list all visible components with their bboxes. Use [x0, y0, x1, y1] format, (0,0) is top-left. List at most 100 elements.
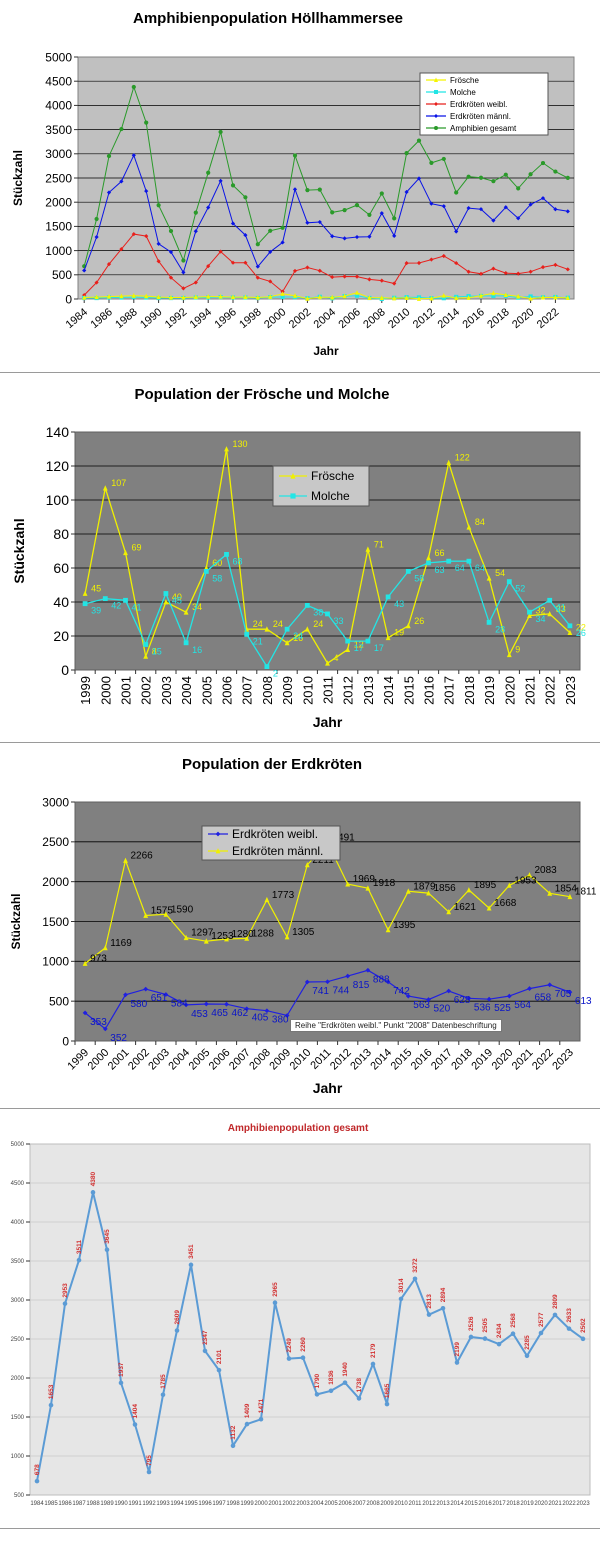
- divider: [0, 1108, 600, 1109]
- overview-point: [342, 208, 347, 213]
- overview-point: [144, 188, 149, 194]
- chart-total: Amphibienpopulation gesamt 500 1000 1500 200…: [11, 1123, 591, 1507]
- overview-point: [292, 187, 298, 192]
- x-tick-label: 2001: [106, 1047, 132, 1073]
- y-tick-label: 120: [46, 458, 70, 474]
- frogs-point: [486, 575, 492, 581]
- frogs-data-label: 107: [111, 478, 126, 488]
- legend-swatch-marker: [290, 472, 296, 479]
- overview-point: [317, 219, 322, 225]
- total-data-label: 1790: [314, 1374, 321, 1389]
- toads-male-point: [385, 926, 391, 933]
- newts-point: [426, 560, 431, 566]
- overview-point: [181, 286, 186, 291]
- y-tick-label: 40: [53, 594, 69, 610]
- x-tick-label: 2002: [287, 306, 313, 331]
- overview-point: [516, 271, 521, 276]
- x-tick-label: 2006: [220, 676, 235, 705]
- overview-point: [392, 281, 397, 286]
- legend-entry: Frösche: [450, 76, 479, 85]
- frogs-data-label: 84: [475, 517, 485, 527]
- toads-male-data-label: 1668: [494, 898, 517, 909]
- frogs-data-label: 40: [172, 592, 182, 602]
- chart-frogs-newts: Population der Frösche und Molche 0 20 40 60…: [11, 386, 586, 730]
- total-data-label: 1836: [328, 1370, 335, 1385]
- overview-point: [392, 216, 397, 221]
- x-tick-label: 1993: [156, 1501, 170, 1507]
- newts-data-label: 38: [313, 607, 323, 617]
- x-tick-label: 2002: [126, 1047, 152, 1073]
- overview-point: [330, 274, 335, 280]
- overview-point: [106, 190, 112, 195]
- overview-point: [540, 160, 546, 166]
- frogs-point: [224, 446, 229, 452]
- total-point: [328, 1388, 334, 1394]
- frogs-point: [547, 611, 553, 617]
- frogs-point: [345, 646, 351, 652]
- overview-point: [292, 153, 298, 158]
- overview-point: [441, 156, 446, 162]
- x-tick-label: 2022: [530, 1047, 556, 1073]
- overview-point: [255, 294, 260, 300]
- y-tick-label: 2500: [42, 835, 69, 849]
- overview-point: [243, 195, 248, 200]
- y-tick-label: 2000: [45, 196, 72, 210]
- overview-point: [491, 218, 496, 223]
- toads-female-point: [385, 979, 391, 985]
- x-tick-label: 1992: [142, 1501, 156, 1507]
- toads-male-point: [547, 890, 553, 896]
- legend-entry: Molche: [450, 88, 476, 97]
- toads-male-data-label: 1953: [514, 875, 537, 886]
- total-data-label: 678: [34, 1464, 41, 1475]
- y-tick-label: 5000: [45, 50, 72, 64]
- overview-point: [144, 120, 149, 125]
- x-tick-label: 2006: [207, 1047, 233, 1073]
- x-tick-label: 2012: [422, 1501, 436, 1507]
- y-tick-label: 0: [62, 1034, 69, 1048]
- y-axis-label: Stückzahl: [9, 893, 23, 949]
- x-tick-label: 2010: [288, 1047, 314, 1073]
- overview-point: [528, 269, 533, 274]
- x-tick-label: 2011: [308, 1047, 333, 1072]
- chart-overview-panel: Amphibienpopulation Höllhammersee 0 500 100…: [0, 0, 600, 370]
- overview-point: [454, 260, 459, 266]
- x-tick-label: 1990: [114, 1501, 128, 1507]
- total-point: [34, 1478, 40, 1484]
- toads-male-point: [102, 944, 108, 951]
- total-data-label: 1940: [342, 1362, 349, 1377]
- total-point: [62, 1301, 68, 1306]
- x-tick-label: 2017: [429, 1047, 455, 1073]
- newts-data-label: 45: [172, 596, 182, 606]
- overview-series-line: [83, 153, 568, 274]
- toads-female-data-label: 453: [191, 1009, 208, 1020]
- frogs-point: [123, 549, 128, 556]
- overview-point: [404, 295, 409, 300]
- x-tick-label: 1999: [78, 676, 93, 705]
- newts-point: [506, 579, 512, 584]
- divider: [0, 372, 600, 373]
- overview-point: [94, 294, 99, 300]
- overview-point: [119, 179, 124, 184]
- toads-male-data-label: 1811: [575, 887, 597, 898]
- frogs-data-label: 69: [132, 543, 142, 553]
- overview-point: [503, 270, 508, 276]
- overview-point: [416, 260, 422, 266]
- newts-point: [385, 594, 391, 600]
- total-point: [258, 1416, 264, 1422]
- toads-female-point: [466, 995, 472, 1001]
- overview-point: [218, 129, 223, 135]
- x-tick-label: 1988: [113, 306, 139, 331]
- y-tick-label: 60: [53, 560, 69, 576]
- x-axis-label: Jahr: [313, 344, 339, 358]
- newts-point: [486, 620, 492, 625]
- toads-female-point: [163, 992, 169, 997]
- overview-point: [156, 294, 161, 300]
- overview-point: [106, 293, 112, 299]
- toads-male-data-label: 1395: [393, 920, 416, 931]
- x-tick-label: 2015: [401, 676, 416, 705]
- frogs-data-label: 16: [293, 633, 303, 643]
- legend-box: [272, 465, 370, 507]
- overview-point: [144, 233, 149, 239]
- toads-female-data-label: 352: [110, 1033, 127, 1044]
- total-data-label: 2179: [370, 1343, 377, 1358]
